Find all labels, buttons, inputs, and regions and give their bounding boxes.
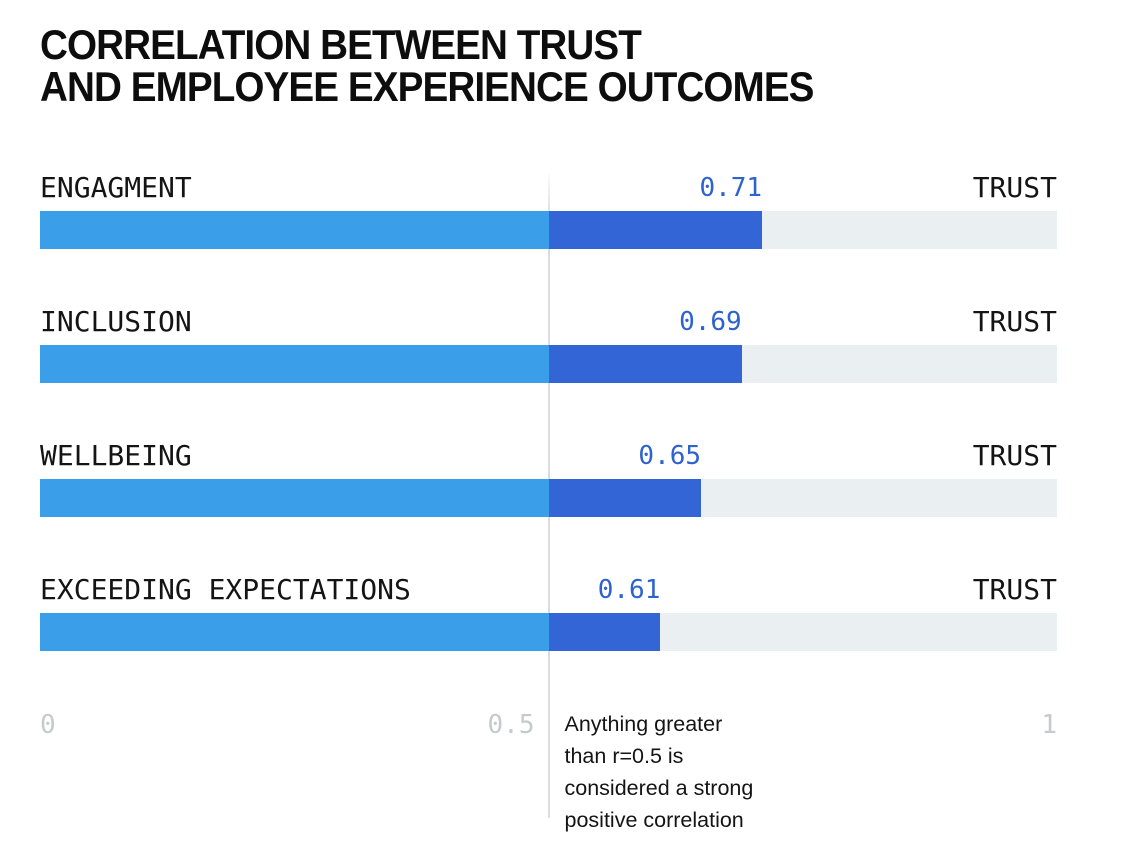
bar-row: ENGAGMENT 0.71 TRUST [40,174,1057,249]
value-label: 0.61 [597,575,661,605]
trust-label: TRUST [972,439,1057,472]
x-tick-0: 0 [40,710,56,740]
category-label: WELLBEING [40,439,192,472]
category-label: EXCEEDING EXPECTATIONS [40,573,411,606]
bar-above-threshold [548,479,702,517]
value-label: 0.69 [679,307,742,337]
category-label: INCLUSION [40,305,192,338]
bar-above-threshold [548,345,742,383]
bar-row: EXCEEDING EXPECTATIONS 0.61 TRUST [40,576,1057,651]
x-tick-1: 1 [1041,710,1057,740]
bar-track [40,479,1057,517]
page-title-line1: CORRELATION BETWEEN TRUST [40,21,642,68]
bar-row: WELLBEING 0.65 TRUST [40,442,1057,517]
bar-below-threshold [40,345,549,383]
bar-track [40,613,1057,651]
value-label: 0.65 [638,441,702,471]
bar-track [40,345,1057,383]
bar-above-threshold [548,211,763,249]
correlation-bar-chart: ENGAGMENT 0.71 TRUST INCLUSION 0.69 TRUS… [40,174,1057,860]
x-axis-footer: 0 0.5 1 Anything greater than r=0.5 is c… [40,710,1057,860]
bar-below-threshold [40,211,549,249]
bar-track [40,211,1057,249]
bar-rows: ENGAGMENT 0.71 TRUST INCLUSION 0.69 TRUS… [40,174,1057,651]
trust-label: TRUST [972,305,1057,338]
trust-label: TRUST [972,573,1057,606]
bar-above-threshold [548,613,661,651]
category-label: ENGAGMENT [40,171,192,204]
page-title: CORRELATION BETWEEN TRUST AND EMPLOYEE EX… [40,24,1046,108]
bar-row: INCLUSION 0.69 TRUST [40,308,1057,383]
threshold-annotation: Anything greater than r=0.5 is considere… [564,712,754,832]
value-label: 0.71 [699,173,763,203]
bar-below-threshold [40,479,549,517]
page-title-line2: AND EMPLOYEE EXPERIENCE OUTCOMES [40,63,814,110]
bar-below-threshold [40,613,549,651]
trust-label: TRUST [972,171,1057,204]
x-tick-0-5: 0.5 [487,710,535,740]
